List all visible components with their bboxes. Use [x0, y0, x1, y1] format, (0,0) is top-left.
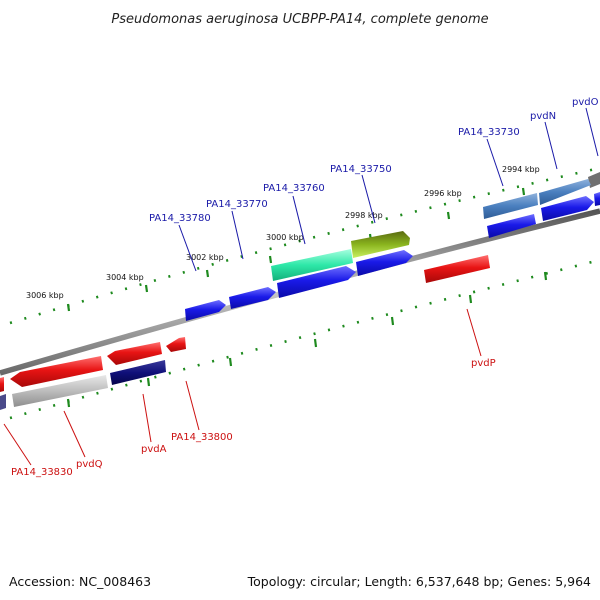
gene-arrow[interactable] [229, 287, 276, 309]
gene-label-pa14-33730[interactable]: PA14_33730 [458, 127, 520, 138]
gene-label-pvdA[interactable]: pvdA [141, 444, 167, 455]
genome-summary-text: Topology: circular; Length: 6,537,648 bp… [247, 574, 591, 589]
gene-arrow[interactable] [351, 231, 410, 258]
gene-arrow[interactable] [588, 172, 600, 188]
gene-label-pvdN[interactable]: pvdN [530, 111, 556, 122]
kbp-label: 2998 kbp [345, 211, 383, 220]
reverse-strand-genes [0, 255, 490, 407]
accession-text: Accession: NC_008463 [9, 574, 151, 589]
gene-arrow[interactable] [356, 250, 413, 276]
gene-arrow[interactable] [483, 193, 538, 219]
gene-label-pa14-33750[interactable]: PA14_33750 [330, 164, 392, 175]
gene-label-pvdO[interactable]: pvdO [572, 97, 599, 108]
kbp-label: 3004 kbp [106, 273, 144, 282]
gene-arrow[interactable] [487, 214, 536, 238]
gene-label-pa14-33830[interactable]: PA14_33830 [11, 467, 73, 478]
gene-arrow[interactable] [107, 342, 162, 365]
gene-arrow[interactable] [0, 394, 6, 410]
bottom-leader-lines [3, 308, 482, 466]
gene-label-pvdQ[interactable]: pvdQ [76, 459, 103, 470]
kbp-label: 3002 kbp [186, 253, 224, 262]
gene-arrow[interactable] [110, 360, 166, 385]
gene-label-pa14-33770[interactable]: PA14_33770 [206, 199, 268, 210]
gene-label-pa14-33760[interactable]: PA14_33760 [263, 183, 325, 194]
top-leader-lines [178, 107, 599, 272]
kbp-label: 2996 kbp [424, 189, 462, 198]
gene-arrow[interactable] [166, 337, 186, 352]
gene-arrow[interactable] [185, 300, 226, 321]
forward-strand-genes [0, 172, 600, 410]
gene-arrow[interactable] [277, 266, 356, 298]
gene-arrow[interactable] [424, 255, 490, 283]
gene-arrow[interactable] [271, 249, 353, 281]
gene-arrow[interactable] [12, 375, 108, 407]
gene-label-pvdP[interactable]: pvdP [471, 358, 496, 369]
kbp-label: 3006 kbp [26, 291, 64, 300]
kbp-label: 3000 kbp [266, 233, 304, 242]
map-title: Pseudomonas aeruginosa UCBPP-PA14, compl… [111, 12, 488, 27]
gene-arrow[interactable] [541, 196, 594, 221]
gene-label-pa14-33780[interactable]: PA14_33780 [149, 213, 211, 224]
gene-arrow[interactable] [0, 377, 4, 392]
gene-arrow[interactable] [10, 356, 103, 387]
gene-arrow[interactable] [594, 192, 600, 206]
gene-arrow[interactable] [539, 179, 591, 205]
kbp-label: 2994 kbp [502, 165, 540, 174]
gene-label-pa14-33800[interactable]: PA14_33800 [171, 432, 233, 443]
